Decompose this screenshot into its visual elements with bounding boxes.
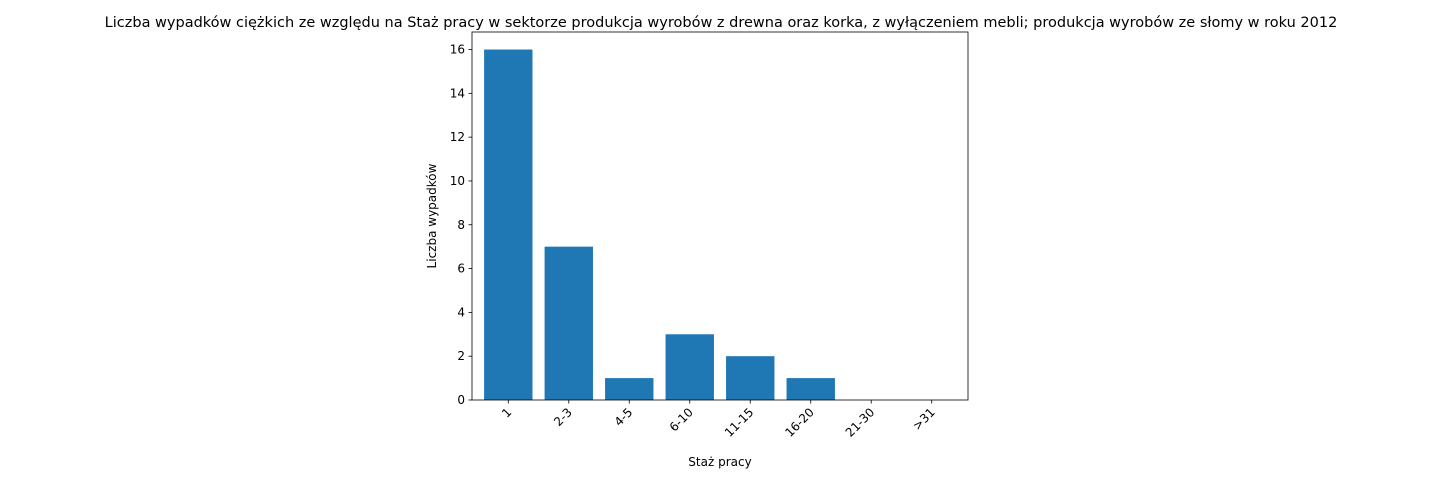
- bar-3: [665, 334, 714, 400]
- bar-4: [726, 356, 775, 400]
- bar-1: [544, 246, 593, 400]
- y-tick-label-0: 0: [457, 393, 465, 407]
- x-tick-label-7: >31: [910, 405, 938, 433]
- bar-5: [786, 378, 835, 400]
- x-tick-label-0: 1: [499, 405, 514, 420]
- bar-0: [484, 49, 533, 401]
- y-tick-label-1: 2: [457, 349, 465, 363]
- y-tick-label-2: 4: [457, 305, 465, 319]
- x-tick-label-2: 4-5: [612, 405, 636, 429]
- chart-title: Liczba wypadków ciężkich ze względu na S…: [105, 15, 1338, 31]
- y-tick-label-7: 14: [450, 86, 465, 100]
- x-tick-label-4: 11-15: [722, 405, 757, 440]
- plot-area: 0 2 4 6 8 10 12 14 16 1 2-3 4-5 6-10 11-15 16-20 21-30 >…: [450, 31, 969, 440]
- x-tick-label-5: 16-20: [782, 405, 817, 440]
- y-tick-label-4: 8: [457, 218, 465, 232]
- x-tick-label-6: 21-30: [843, 405, 878, 440]
- y-tick-label-3: 6: [457, 262, 465, 276]
- x-axis-label: Staż pracy: [688, 455, 751, 469]
- y-axis-label: Liczba wypadków: [425, 163, 439, 268]
- axes-frame: [471, 31, 969, 401]
- x-tick-label-3: 6-10: [667, 405, 696, 434]
- y-tick-label-6: 12: [450, 130, 465, 144]
- y-tick-label-8: 16: [450, 43, 465, 57]
- y-tick-label-5: 10: [450, 174, 465, 188]
- x-tick-label-1: 2-3: [551, 405, 575, 429]
- bar-2: [605, 378, 654, 400]
